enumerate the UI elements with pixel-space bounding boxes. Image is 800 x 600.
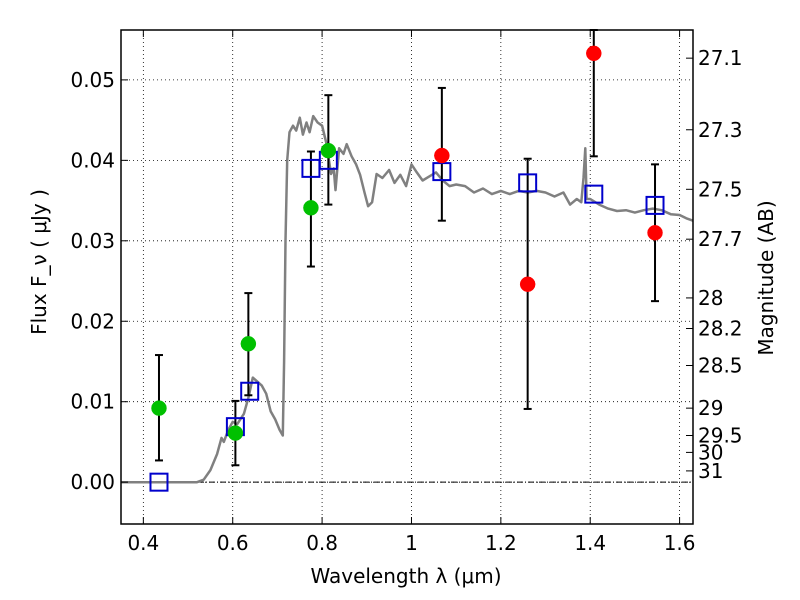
model-flux-square bbox=[645, 195, 665, 215]
magnitude-tick-label: 28.5 bbox=[698, 354, 743, 378]
magnitude-tick-label: 31 bbox=[698, 459, 723, 483]
magnitude-tick-label: 29 bbox=[698, 396, 723, 420]
model-flux-square bbox=[518, 173, 538, 193]
red-data-point bbox=[647, 224, 663, 241]
y-tick-label: 0.03 bbox=[70, 229, 115, 253]
model-flux-square bbox=[584, 184, 604, 204]
magnitude-tick-label: 27.7 bbox=[698, 227, 743, 251]
x-tick-label: 1.4 bbox=[574, 531, 606, 555]
tick-labels: 0.4 0.6 0.8 1 1.2 1.4 1.6 0.00 0.01 0.02 0.03 0.04 0… bbox=[70, 46, 742, 555]
magnitude-tick-label: 30 bbox=[698, 440, 723, 464]
ticks bbox=[121, 30, 693, 524]
x-tick-label: 0.6 bbox=[217, 531, 249, 555]
magnitude-tick-label: 29.5 bbox=[698, 423, 743, 447]
x-tick-label: 0.8 bbox=[306, 531, 338, 555]
model-flux-square bbox=[149, 472, 169, 492]
plot-frame bbox=[120, 29, 694, 525]
magnitude-tick-label: 27.3 bbox=[698, 118, 743, 142]
x-tick-label: 0.4 bbox=[127, 531, 159, 555]
magnitude-tick-label: 28 bbox=[698, 286, 723, 310]
y-axis-label: Flux F_ν ( μJy ) bbox=[27, 189, 51, 335]
green-data-point bbox=[151, 400, 167, 416]
y-tick-label: 0.00 bbox=[70, 470, 115, 494]
x-tick-label: 1.6 bbox=[664, 531, 696, 555]
y-tick-label: 0.02 bbox=[70, 309, 115, 333]
red-data-point bbox=[434, 147, 450, 164]
model-spectrum-line bbox=[121, 114, 694, 484]
red-data-point bbox=[586, 45, 602, 62]
y-tick-label: 0.04 bbox=[70, 148, 115, 172]
magnitude-tick-label: 28.2 bbox=[698, 316, 743, 340]
y-tick-label: 0.01 bbox=[70, 390, 115, 414]
model-flux-square bbox=[240, 381, 260, 401]
red-data-point bbox=[519, 276, 536, 292]
x-tick-label: 1 bbox=[405, 531, 418, 555]
right-axis-label: Magnitude (AB) bbox=[754, 200, 778, 355]
x-tick-label: 1.2 bbox=[485, 531, 517, 555]
magnitude-tick-label: 27.5 bbox=[698, 177, 743, 201]
series-layer bbox=[121, 29, 694, 492]
green-data-point bbox=[320, 142, 337, 159]
green-data-point bbox=[227, 425, 244, 441]
x-axis-label: Wavelength λ (μm) bbox=[310, 564, 501, 588]
green-data-point bbox=[303, 200, 319, 216]
magnitude-tick-label: 27.1 bbox=[698, 46, 743, 70]
green-data-point bbox=[240, 336, 257, 352]
y-tick-label: 0.05 bbox=[70, 68, 115, 92]
